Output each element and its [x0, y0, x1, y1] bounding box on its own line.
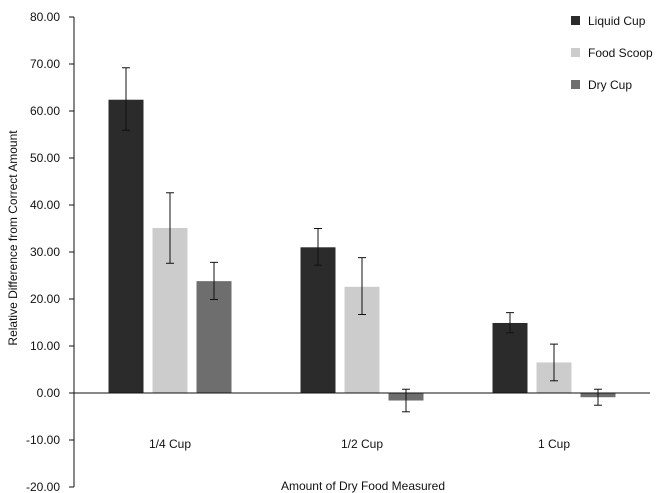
legend-swatch — [571, 48, 580, 57]
bar — [300, 247, 336, 393]
category-label: 1/2 Cup — [341, 437, 383, 451]
y-tick-label: 0.00 — [37, 386, 61, 400]
y-axis-tick-labels: -20.00 -10.00 0.00 10.00 20.00 30.00 40.00 50.0… — [26, 10, 74, 493]
y-tick-label: 30.00 — [30, 245, 60, 259]
y-tick-label: -20.00 — [26, 480, 60, 493]
y-tick-label: 60.00 — [30, 104, 60, 118]
category-label: 1/4 Cup — [149, 437, 191, 451]
bar — [108, 99, 144, 393]
category-labels: 1/4 Cup 1/2 Cup 1 Cup — [149, 437, 570, 451]
y-tick-label: 40.00 — [30, 198, 60, 212]
legend-label: Food Scoop — [588, 46, 653, 60]
bars-layer — [108, 99, 616, 401]
y-tick-label: 70.00 — [30, 57, 60, 71]
bar — [492, 322, 528, 393]
y-tick-label: 80.00 — [30, 10, 60, 24]
x-axis-title: Amount of Dry Food Measured — [281, 479, 445, 493]
legend-swatch — [571, 80, 580, 89]
legend-swatch — [571, 16, 580, 25]
y-tick-label: -10.00 — [26, 433, 60, 447]
y-tick-label: 20.00 — [30, 292, 60, 306]
legend: Liquid Cup Food Scoop Dry Cup — [571, 14, 653, 92]
y-tick-label: 10.00 — [30, 339, 60, 353]
y-axis-title: Relative Difference from Correct Amount — [6, 130, 20, 346]
category-label: 1 Cup — [538, 437, 570, 451]
y-tick-label: 50.00 — [30, 151, 60, 165]
legend-label: Dry Cup — [588, 78, 632, 92]
legend-label: Liquid Cup — [588, 14, 646, 28]
